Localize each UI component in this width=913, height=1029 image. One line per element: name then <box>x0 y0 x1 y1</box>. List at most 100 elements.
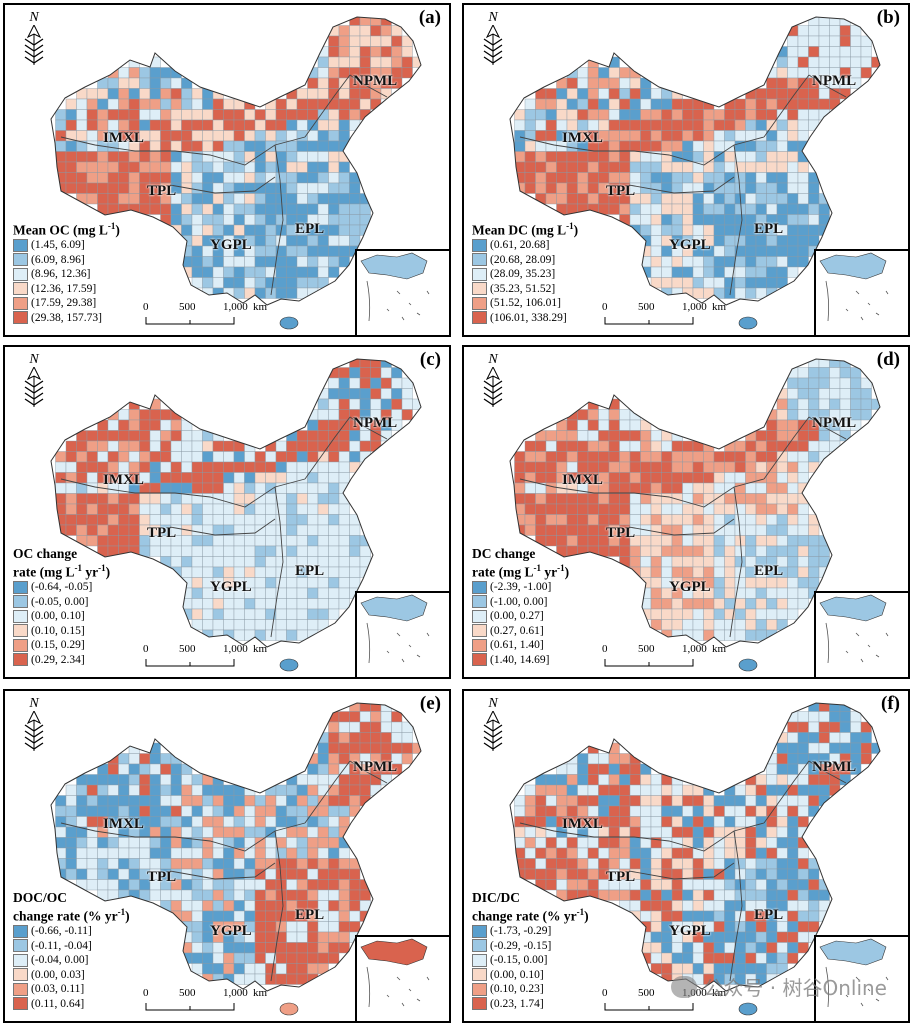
grid-cell <box>650 203 662 215</box>
grid-cell <box>233 514 245 526</box>
legend-class-label: (1.45, 6.09] <box>31 239 85 251</box>
grid-cell <box>839 359 851 368</box>
grid-cell <box>577 77 589 89</box>
scale-tick-label: 0 <box>143 987 149 999</box>
legend-title: DOC/OC change rate (% yr-1) <box>13 890 130 924</box>
scale-bar-line <box>604 659 694 667</box>
region-boundary <box>519 136 765 166</box>
grid-cell <box>265 784 277 796</box>
grid-cell <box>76 774 88 786</box>
grid-cell <box>317 161 329 173</box>
grid-cell <box>703 608 715 620</box>
region-boundary <box>304 74 351 138</box>
grid-cell <box>797 161 809 173</box>
grid-cell <box>170 451 182 463</box>
grid-cell <box>755 193 767 205</box>
legend-row: (0.23, 1.74] <box>472 997 589 1012</box>
grid-cell <box>275 256 287 268</box>
grid-cell <box>149 889 161 901</box>
grid-cell <box>244 784 256 796</box>
grid-cell <box>755 461 767 473</box>
grid-cell <box>212 203 224 215</box>
grid-cell <box>212 193 224 205</box>
grid-cell <box>577 858 589 870</box>
grid-cell <box>619 461 631 473</box>
grid-cell <box>191 461 203 473</box>
grid-cell <box>181 931 193 943</box>
grid-cell <box>160 451 172 463</box>
grid-cell <box>703 451 715 463</box>
grid-cell <box>787 763 799 775</box>
grid-cell <box>170 77 182 89</box>
grid-cell <box>514 805 526 817</box>
grid-cell <box>608 472 620 484</box>
grid-cell <box>671 130 683 142</box>
grid-cell <box>692 224 704 236</box>
grid-cell <box>629 503 641 515</box>
grid-cell <box>233 109 245 121</box>
grid-cell <box>223 805 235 817</box>
grid-cell <box>713 556 725 568</box>
grid-cell <box>254 130 266 142</box>
grid-cell <box>797 472 809 484</box>
grid-cell <box>317 119 329 131</box>
grid-cell <box>545 858 557 870</box>
grid-cell <box>566 151 578 163</box>
grid-cell <box>338 753 350 765</box>
grid-cell <box>286 98 298 110</box>
grid-cell <box>65 837 77 849</box>
grid-cell <box>139 430 151 442</box>
grid-cell <box>776 140 788 152</box>
grid-cell <box>829 742 841 754</box>
grid-cell <box>713 608 725 620</box>
grid-cell <box>808 524 820 536</box>
grid-cell <box>191 472 203 484</box>
grid-cell <box>566 524 578 536</box>
legend-swatch <box>13 595 28 609</box>
grid-cell <box>787 472 799 484</box>
grid-cell <box>629 763 641 775</box>
grid-cell <box>776 619 788 631</box>
grid-cell <box>829 377 841 389</box>
legend-swatch <box>13 253 28 267</box>
grid-cell <box>808 721 820 733</box>
grid-cell <box>244 629 256 641</box>
grid-cell <box>587 837 599 849</box>
grid-cell <box>223 109 235 121</box>
grid-cell <box>328 482 340 494</box>
grid-cell <box>191 119 203 131</box>
grid-cell <box>860 409 872 421</box>
grid-cell <box>650 130 662 142</box>
grid-cell <box>608 816 620 828</box>
grid-cell <box>65 151 77 163</box>
grid-cell <box>307 931 319 943</box>
grid-cell <box>265 535 277 547</box>
grid-cell <box>160 161 172 173</box>
grid-cell <box>328 816 340 828</box>
grid-cell <box>703 172 715 184</box>
grid-cell <box>713 795 725 807</box>
grid-cell <box>713 952 725 964</box>
grid-cell <box>359 784 371 796</box>
grid-cell <box>808 566 820 578</box>
grid-cell <box>275 461 287 473</box>
grid-cell <box>181 430 193 442</box>
grid-cell <box>202 151 214 163</box>
grid-cell <box>808 732 820 744</box>
grid-cell <box>118 858 130 870</box>
grid-cell <box>149 77 161 89</box>
grid-cell <box>692 566 704 578</box>
grid-cell <box>170 493 182 505</box>
grid-cell <box>118 514 130 526</box>
grid-cell <box>149 98 161 110</box>
grid-cell <box>244 98 256 110</box>
grid-cell <box>671 161 683 173</box>
grid-cell <box>703 910 715 922</box>
grid-cell <box>212 461 224 473</box>
grid-cell <box>223 256 235 268</box>
grid-cell <box>524 440 536 452</box>
grid-cell <box>307 587 319 599</box>
grid-cell <box>202 161 214 173</box>
grid-cell <box>745 140 757 152</box>
grid-cell <box>265 837 277 849</box>
